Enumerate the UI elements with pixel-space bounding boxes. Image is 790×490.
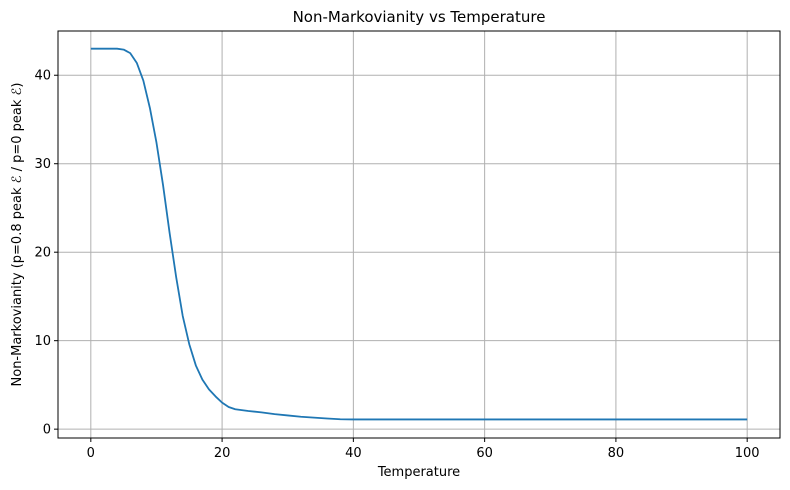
y-tick-label: 0 (43, 423, 51, 438)
y-tick-label: 20 (34, 246, 51, 261)
axis-ticks: 0 20 40 60 80 100 0 10 20 30 40 (34, 69, 759, 461)
y-tick-label: 30 (34, 157, 51, 172)
y-tick-label: 10 (34, 334, 51, 349)
y-tick-label: 40 (34, 69, 51, 84)
x-tick-label: 0 (87, 446, 95, 461)
x-tick-label: 100 (735, 446, 760, 461)
x-tick-label: 80 (608, 446, 625, 461)
x-tick-label: 40 (345, 446, 362, 461)
plot-frame (57, 30, 781, 439)
grid-lines (58, 31, 780, 438)
series-line (90, 47, 748, 421)
x-axis-label: Temperature (377, 465, 460, 480)
x-tick-label: 60 (476, 446, 493, 461)
chart-title: Non-Markovianity vs Temperature (293, 8, 546, 26)
series-group (90, 47, 748, 421)
y-axis-label: Non-Markovianity (p=0.8 peak ℰ / p=0 pea… (10, 83, 25, 387)
x-tick-label: 20 (214, 446, 231, 461)
